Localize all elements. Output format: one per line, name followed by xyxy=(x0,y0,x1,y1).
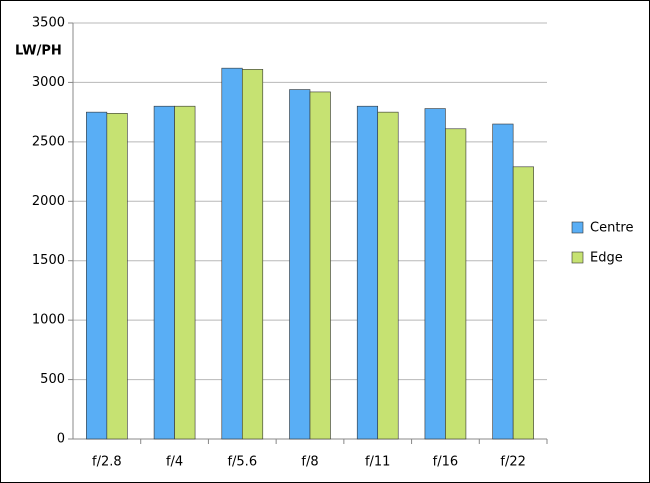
x-tick-label: f/22 xyxy=(500,455,526,470)
bar xyxy=(86,111,108,440)
x-tick-label: f/8 xyxy=(301,455,318,470)
y-tick-label: 1500 xyxy=(32,253,65,268)
y-tick-label: 2500 xyxy=(32,134,65,149)
y-tick-label: 1000 xyxy=(32,313,65,328)
bar xyxy=(356,105,379,440)
bar xyxy=(377,111,399,440)
y-tick-label: 3000 xyxy=(32,75,65,90)
y-tick-label: 500 xyxy=(40,372,65,387)
bar xyxy=(492,123,514,440)
bar xyxy=(221,67,243,440)
x-tick-label: f/2.8 xyxy=(92,455,122,470)
bar xyxy=(106,113,128,440)
bar xyxy=(445,128,467,440)
bar xyxy=(512,166,534,440)
y-axis-label: LW/PH xyxy=(15,44,62,59)
y-tick-label: 0 xyxy=(57,432,65,447)
legend-label: Centre xyxy=(590,221,633,236)
x-tick-label: f/4 xyxy=(166,455,183,470)
bar xyxy=(309,91,331,440)
y-tick-label: 2000 xyxy=(32,194,65,209)
x-tick-label: f/11 xyxy=(365,455,391,470)
bar xyxy=(174,105,196,440)
legend-label: Edge xyxy=(590,251,623,266)
bar xyxy=(241,69,264,440)
legend-swatch xyxy=(571,221,584,234)
bar xyxy=(153,105,175,440)
legend-swatch xyxy=(571,251,584,264)
x-tick-label: f/5.6 xyxy=(227,455,257,470)
y-tick-label: 3500 xyxy=(32,16,65,31)
x-tick-label: f/16 xyxy=(433,455,459,470)
bar xyxy=(424,108,446,440)
bar xyxy=(289,89,311,440)
